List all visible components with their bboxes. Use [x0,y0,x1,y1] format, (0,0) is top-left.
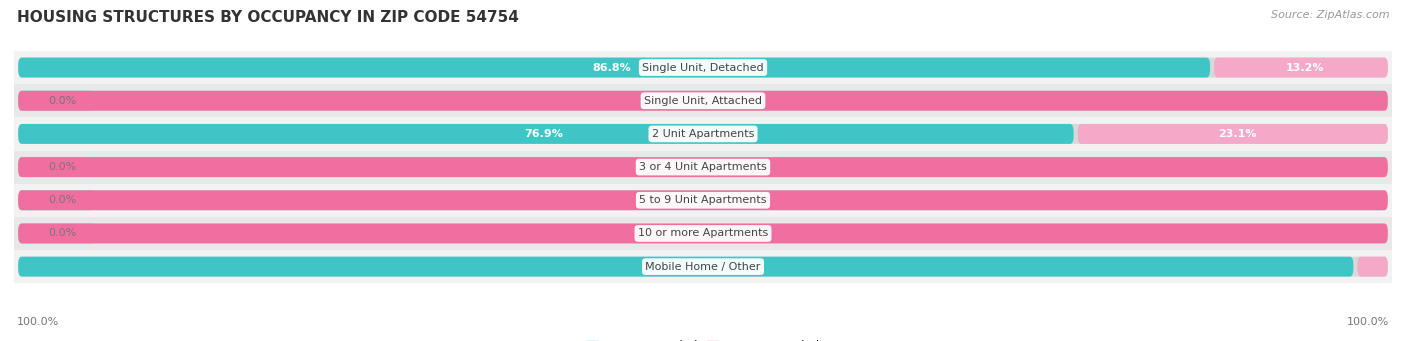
Text: 0.0%: 0.0% [48,228,76,238]
Text: 13.2%: 13.2% [1286,62,1324,73]
FancyBboxPatch shape [18,257,1388,277]
FancyBboxPatch shape [1358,257,1388,277]
Text: 100.0%: 100.0% [1347,317,1389,327]
FancyBboxPatch shape [1078,124,1388,144]
Text: Mobile Home / Other: Mobile Home / Other [645,262,761,272]
Text: 2 Unit Apartments: 2 Unit Apartments [652,129,754,139]
FancyBboxPatch shape [18,58,1388,77]
Bar [14,150,1392,184]
Text: Single Unit, Detached: Single Unit, Detached [643,62,763,73]
FancyBboxPatch shape [18,157,94,177]
FancyBboxPatch shape [18,157,1388,177]
Text: 0.0%: 0.0% [48,195,76,205]
Text: Source: ZipAtlas.com: Source: ZipAtlas.com [1271,10,1389,20]
FancyBboxPatch shape [18,223,1388,243]
FancyBboxPatch shape [18,223,1388,243]
Bar [14,84,1392,117]
FancyBboxPatch shape [18,91,1388,111]
Bar [14,51,1392,84]
FancyBboxPatch shape [18,223,94,243]
Text: Single Unit, Attached: Single Unit, Attached [644,96,762,106]
Bar [14,217,1392,250]
Bar [14,250,1392,283]
Text: 86.8%: 86.8% [593,62,631,73]
FancyBboxPatch shape [18,157,1388,177]
Text: 100.0%: 100.0% [681,162,725,172]
FancyBboxPatch shape [1215,58,1388,77]
Text: HOUSING STRUCTURES BY OCCUPANCY IN ZIP CODE 54754: HOUSING STRUCTURES BY OCCUPANCY IN ZIP C… [17,10,519,25]
FancyBboxPatch shape [18,190,94,210]
Bar [14,117,1392,150]
FancyBboxPatch shape [18,124,1388,144]
Text: 100.0%: 100.0% [17,317,59,327]
Bar [14,184,1392,217]
Text: 76.9%: 76.9% [524,129,564,139]
Legend: Owner-occupied, Renter-occupied: Owner-occupied, Renter-occupied [586,340,820,341]
FancyBboxPatch shape [18,257,1354,277]
Text: 23.1%: 23.1% [1218,129,1256,139]
FancyBboxPatch shape [18,58,1211,77]
Text: 100.0%: 100.0% [681,228,725,238]
FancyBboxPatch shape [18,91,94,111]
Text: 10 or more Apartments: 10 or more Apartments [638,228,768,238]
FancyBboxPatch shape [18,190,1388,210]
Text: 5 to 9 Unit Apartments: 5 to 9 Unit Apartments [640,195,766,205]
FancyBboxPatch shape [18,190,1388,210]
Text: 100.0%: 100.0% [681,96,725,106]
Text: 0.0%: 0.0% [48,162,76,172]
FancyBboxPatch shape [18,91,1388,111]
Text: 3 or 4 Unit Apartments: 3 or 4 Unit Apartments [640,162,766,172]
Text: 0.0%: 0.0% [48,96,76,106]
Text: 97.2%: 97.2% [664,262,703,272]
Text: 100.0%: 100.0% [681,195,725,205]
FancyBboxPatch shape [18,124,1074,144]
